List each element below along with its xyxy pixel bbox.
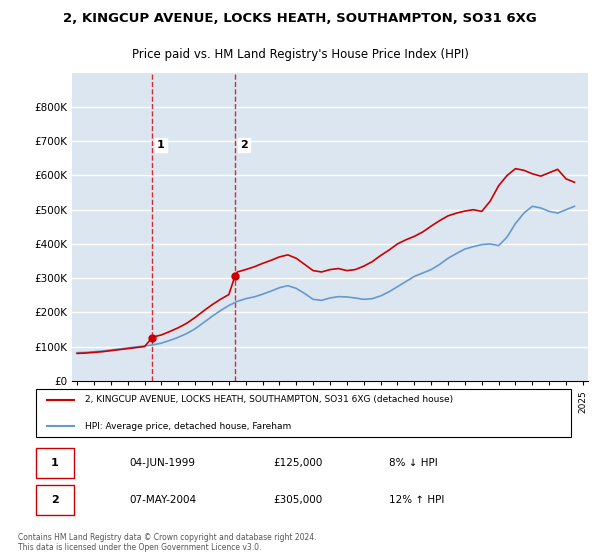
Text: HPI: Average price, detached house, Fareham: HPI: Average price, detached house, Fare…	[85, 422, 292, 431]
Text: 04-JUN-1999: 04-JUN-1999	[130, 458, 196, 468]
Text: 12% ↑ HPI: 12% ↑ HPI	[389, 494, 444, 505]
Text: 2: 2	[240, 140, 248, 150]
Text: Contains HM Land Registry data © Crown copyright and database right 2024.
This d: Contains HM Land Registry data © Crown c…	[18, 533, 316, 552]
FancyBboxPatch shape	[35, 389, 571, 437]
Text: 1: 1	[157, 140, 165, 150]
Text: Price paid vs. HM Land Registry's House Price Index (HPI): Price paid vs. HM Land Registry's House …	[131, 48, 469, 61]
Text: 2, KINGCUP AVENUE, LOCKS HEATH, SOUTHAMPTON, SO31 6XG: 2, KINGCUP AVENUE, LOCKS HEATH, SOUTHAMP…	[63, 12, 537, 25]
Text: £125,000: £125,000	[273, 458, 322, 468]
Text: 8% ↓ HPI: 8% ↓ HPI	[389, 458, 437, 468]
FancyBboxPatch shape	[35, 448, 74, 478]
Text: 1: 1	[51, 458, 59, 468]
Text: 2: 2	[51, 494, 59, 505]
Text: 2, KINGCUP AVENUE, LOCKS HEATH, SOUTHAMPTON, SO31 6XG (detached house): 2, KINGCUP AVENUE, LOCKS HEATH, SOUTHAMP…	[85, 395, 454, 404]
FancyBboxPatch shape	[35, 485, 74, 515]
Text: 07-MAY-2004: 07-MAY-2004	[130, 494, 196, 505]
Text: £305,000: £305,000	[273, 494, 322, 505]
